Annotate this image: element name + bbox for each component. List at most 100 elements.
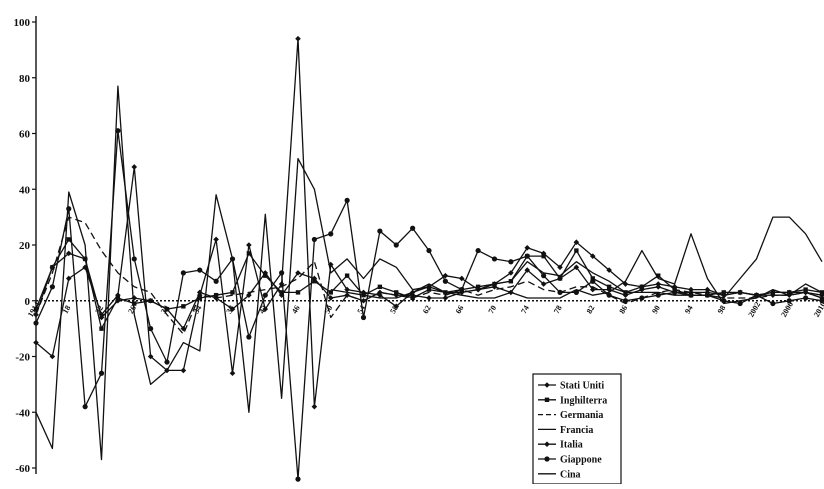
data-point xyxy=(394,290,398,294)
data-point xyxy=(148,299,152,303)
data-point xyxy=(426,248,431,253)
data-point xyxy=(213,237,219,243)
y-tick-label: 40 xyxy=(19,184,31,196)
data-point xyxy=(312,279,316,283)
data-point xyxy=(165,307,169,311)
data-point xyxy=(295,36,301,42)
data-point xyxy=(688,293,693,298)
data-point xyxy=(672,290,677,295)
data-point xyxy=(656,293,661,298)
y-tick-label: 60 xyxy=(19,129,31,141)
data-point xyxy=(590,279,595,284)
data-point xyxy=(329,290,333,294)
legend-label: Francia xyxy=(560,425,593,436)
series-line xyxy=(36,39,822,407)
y-tick-label: -20 xyxy=(15,352,30,364)
series-giappone xyxy=(33,128,824,482)
data-point xyxy=(394,242,399,247)
data-point xyxy=(115,128,120,133)
data-point xyxy=(197,267,202,272)
series-italia xyxy=(33,36,824,410)
data-point xyxy=(787,298,792,303)
data-point xyxy=(525,254,530,259)
data-point xyxy=(361,315,366,320)
data-point xyxy=(181,368,187,374)
legend-label: Cina xyxy=(560,469,581,480)
series-line xyxy=(36,131,822,479)
data-point xyxy=(557,290,562,295)
data-point xyxy=(378,285,382,289)
series-francia xyxy=(36,86,822,460)
y-tick-label: 20 xyxy=(19,240,31,252)
x-tick-label: 66 xyxy=(454,304,466,315)
axes: 100806040200-20-40-601914182226303438424… xyxy=(14,16,824,475)
data-point xyxy=(33,320,38,325)
x-tick-label: 86 xyxy=(617,304,629,315)
data-point xyxy=(623,298,628,303)
data-point xyxy=(99,326,103,330)
data-point xyxy=(66,206,71,211)
legend: Stati UnitiInghilterraGermaniaFranciaIta… xyxy=(533,374,621,484)
data-point xyxy=(181,270,186,275)
data-point xyxy=(164,359,169,364)
legend-label: Inghilterra xyxy=(560,395,607,406)
series-germania xyxy=(36,217,822,334)
data-point xyxy=(296,290,300,294)
data-point xyxy=(246,242,252,248)
data-point xyxy=(246,334,251,339)
data-point xyxy=(132,256,137,261)
x-tick-label: 98 xyxy=(716,304,728,315)
data-point xyxy=(443,295,449,301)
data-point xyxy=(181,304,185,308)
x-tick-label: 2006 xyxy=(779,300,795,318)
series-line xyxy=(36,86,822,460)
data-point xyxy=(607,285,611,289)
data-point xyxy=(312,404,318,410)
data-point xyxy=(492,256,497,261)
x-tick-label: 46 xyxy=(290,304,302,315)
data-point xyxy=(558,276,562,280)
data-point xyxy=(770,301,775,306)
data-point xyxy=(508,259,513,264)
data-point xyxy=(263,273,267,277)
data-point xyxy=(705,293,710,298)
data-point xyxy=(410,226,415,231)
data-point xyxy=(443,279,448,284)
y-tick-label: -60 xyxy=(15,463,30,475)
legend-label: Germania xyxy=(560,410,603,421)
data-point xyxy=(459,287,464,292)
legend-label: Stati Uniti xyxy=(560,381,604,392)
data-point xyxy=(83,404,88,409)
data-point xyxy=(426,295,432,301)
series-line xyxy=(36,217,822,334)
data-point xyxy=(50,284,55,289)
data-point xyxy=(295,477,300,482)
data-point xyxy=(312,237,317,242)
data-point xyxy=(574,248,578,252)
x-tick-label: 90 xyxy=(650,304,662,315)
data-point xyxy=(541,273,546,278)
data-point xyxy=(345,198,350,203)
data-point xyxy=(148,326,153,331)
x-tick-label: 70 xyxy=(486,304,498,315)
data-point xyxy=(131,164,137,170)
data-point xyxy=(639,295,644,300)
data-point xyxy=(214,293,218,297)
data-point xyxy=(230,290,234,294)
x-tick-label: 74 xyxy=(519,304,531,315)
data-point xyxy=(99,371,104,376)
x-tick-label: 62 xyxy=(421,304,433,315)
x-tick-label: 94 xyxy=(683,304,695,315)
data-point xyxy=(476,248,481,253)
data-point xyxy=(131,295,137,301)
legend-label: Giappone xyxy=(560,455,602,466)
data-point xyxy=(279,270,284,275)
data-point xyxy=(328,231,333,236)
series-lines xyxy=(33,36,824,482)
data-point xyxy=(545,398,549,402)
x-tick-label: 2002 xyxy=(746,300,762,318)
data-point xyxy=(803,295,808,300)
data-point xyxy=(67,237,71,241)
y-tick-label: -40 xyxy=(15,407,30,419)
